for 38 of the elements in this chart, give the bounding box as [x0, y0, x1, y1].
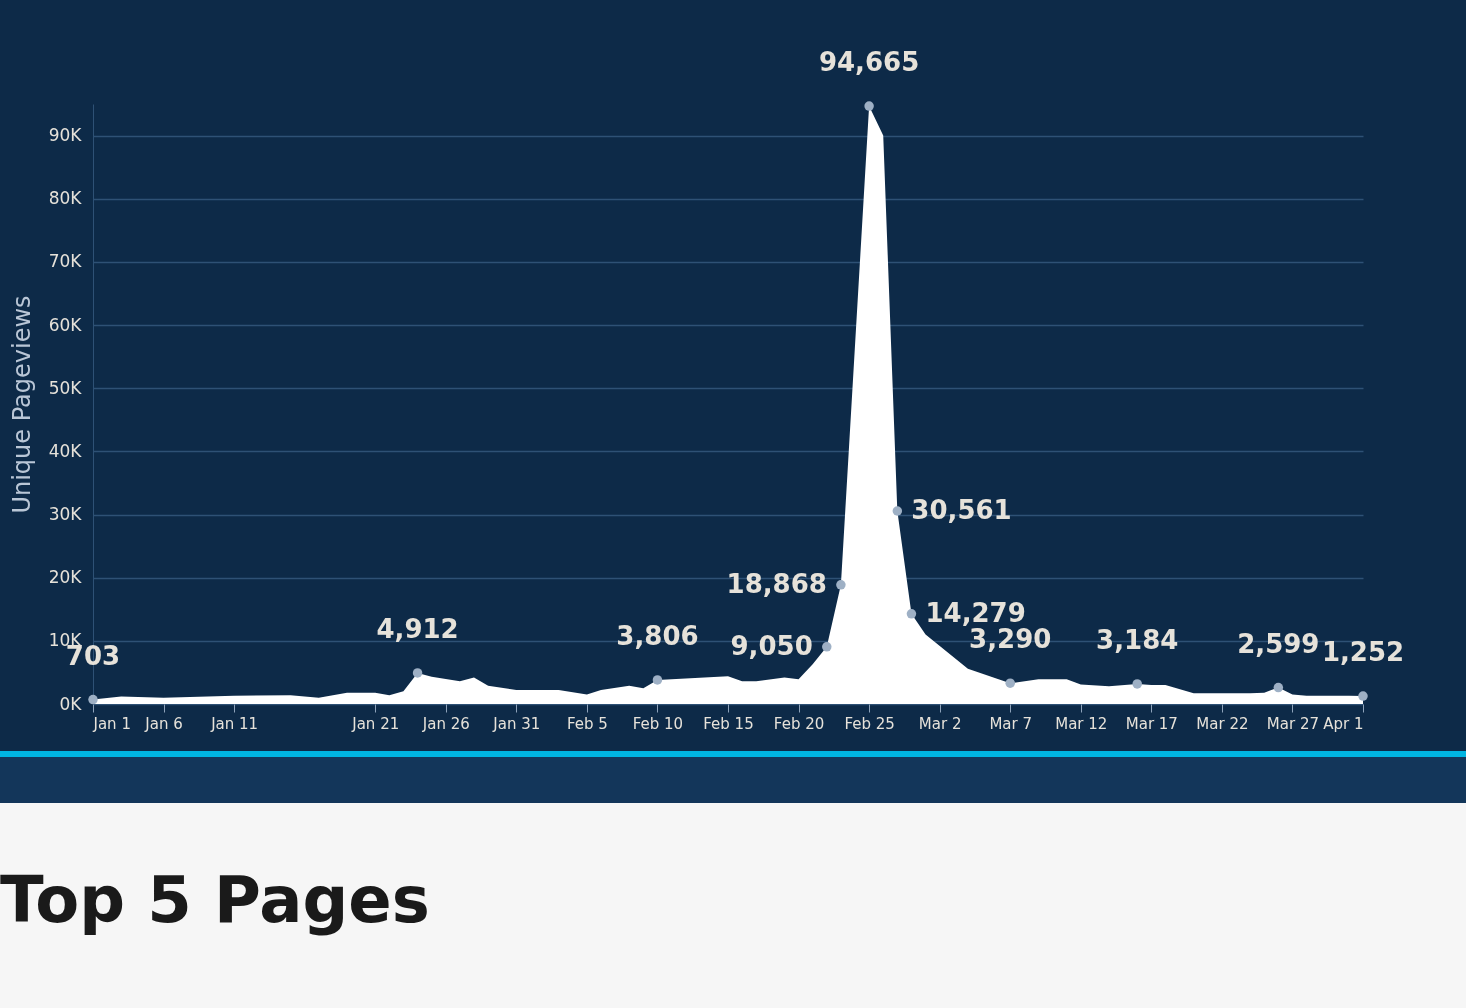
x-tick-label: Mar 22 — [1196, 714, 1249, 733]
x-tick-label: Mar 17 — [1125, 714, 1178, 733]
y-tick-label: 80K — [48, 188, 83, 209]
data-label: 1,252 — [1321, 637, 1405, 668]
y-tick-label: 50K — [48, 377, 83, 398]
x-tick-label: Feb 5 — [566, 714, 608, 733]
data-label: 94,665 — [818, 47, 920, 78]
x-tick-label: Jan 26 — [421, 714, 470, 733]
data-label: 3,806 — [616, 620, 699, 651]
data-label: 30,561 — [911, 494, 1012, 525]
y-tick-label: 40K — [48, 440, 83, 461]
y-tick-label: 70K — [48, 251, 83, 272]
x-tick-label: Mar 27 — [1266, 714, 1320, 733]
y-axis-title: Unique Pageviews — [7, 295, 36, 514]
y-tick-label: 0K — [59, 693, 83, 714]
x-tick-label: Jan 21 — [351, 714, 400, 733]
y-tick-label: 60K — [48, 314, 83, 335]
y-tick-label: 20K — [48, 567, 83, 588]
x-tick-label: Feb 15 — [703, 714, 754, 733]
y-tick-label: 90K — [48, 125, 83, 146]
x-tick-label: Jan 1 — [92, 714, 131, 733]
data-label: 4,912 — [376, 613, 459, 644]
data-label: 18,868 — [726, 568, 827, 599]
data-label: 3,184 — [1096, 624, 1179, 655]
x-tick-label: Feb 20 — [773, 714, 825, 733]
x-tick-label: Jan 31 — [492, 714, 541, 733]
data-label: 2,599 — [1237, 628, 1320, 659]
x-tick-label: Mar 12 — [1055, 714, 1108, 733]
x-tick-label: Apr 1 — [1323, 714, 1364, 733]
text: Top 5 Pages — [0, 863, 431, 937]
x-tick-label: Jan 11 — [210, 714, 259, 733]
x-tick-label: Feb 10 — [632, 714, 684, 733]
y-tick-label: 30K — [48, 504, 83, 525]
x-tick-label: Mar 7 — [989, 714, 1033, 733]
x-tick-label: Mar 2 — [918, 714, 962, 733]
data-label: 9,050 — [730, 630, 813, 661]
x-tick-label: Jan 6 — [144, 714, 183, 733]
x-tick-label: Feb 25 — [844, 714, 895, 733]
